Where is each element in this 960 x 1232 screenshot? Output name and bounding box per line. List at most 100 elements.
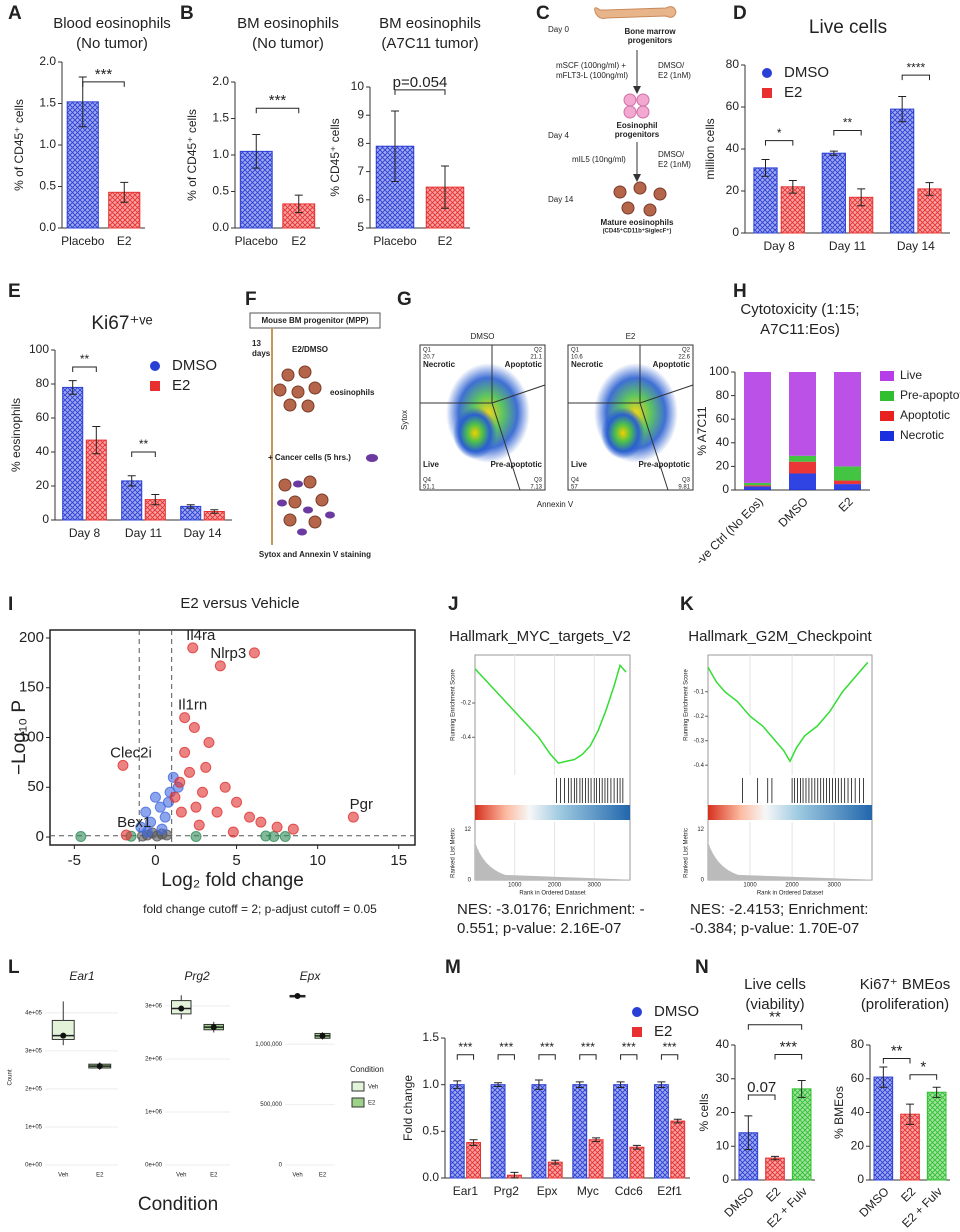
x-tick-label: DMSO [856,1184,891,1219]
bar-segment [789,372,816,456]
x-tick-label: E2 [438,234,453,248]
plot-frame [474,654,631,881]
x-tick-label: Day 14 [897,239,935,253]
panel-label: D [733,3,747,24]
bracket [579,1054,597,1060]
bone-icon [594,6,677,19]
step-label: + Cancer cells (5 hrs.) [268,453,351,462]
y-tick-label: 40 [716,1037,730,1051]
quadrant-value: 20.7 [423,355,435,361]
treatment-label: E2 (1nM) [658,160,691,169]
legend-label: DMSO [784,64,829,81]
x-tick-label: 2000 [785,883,799,889]
annotation: *** [622,1040,636,1054]
x-tick-label: Veh [176,1173,186,1179]
panel-label: J [448,594,459,615]
x-tick-label: E2 [763,1184,784,1205]
x-tick-label: 2000 [548,883,562,889]
axis-label: Count [8,1069,14,1085]
x-tick-label: Day 14 [183,526,221,540]
point [200,761,212,773]
y-tick-label: -0.3 [694,738,705,744]
box [249,312,381,329]
error-bar [186,504,195,509]
heat-strip [475,805,630,820]
treatment-label: E2 (1nM) [658,71,691,80]
bar [653,1084,669,1179]
x-tick-label: 1000 [508,883,522,889]
y-tick-label: 0.5 [39,179,56,193]
point [248,647,260,659]
point [156,823,168,835]
point [287,823,299,835]
y-tick-label: 500,000 [260,1102,282,1108]
bar-segment [834,372,861,467]
y-tick-label: 40 [851,1105,865,1119]
panel-label: N [695,957,709,978]
bar-segment [789,461,816,474]
box-title: Prg2 [184,969,210,983]
annotation: *** [499,1040,513,1054]
x-tick-label: -5 [68,852,81,869]
axis-label: Ranked List Metric [684,828,690,878]
bar [449,1084,465,1179]
annotation: *** [540,1040,554,1054]
error-bar [510,1171,519,1179]
step-label: Bone marrow [624,27,676,36]
y-tick-label: 100 [709,364,729,378]
step-label: Eosinophil [617,121,658,130]
chart-title: (proliferation) [861,996,949,1013]
error-bar [673,1118,682,1124]
y-tick-label: 1.5 [422,1030,439,1044]
y-tick-label: 0e+00 [145,1163,163,1169]
point [75,831,87,843]
axis-label: Annexin V [537,500,574,509]
quadrant-label: Pre-apoptotic [490,460,542,469]
point-label: Bex1 [117,814,151,831]
error-bar [127,475,136,487]
annotation: * [777,126,782,140]
media-label: mIL5 (10ng/ml) [572,155,626,164]
y-tick-label: 0 [722,1172,729,1186]
bracket [901,74,930,81]
error-bar [592,1137,601,1143]
panel-label: A [8,3,22,24]
bar [490,1084,506,1179]
annotation: *** [95,66,113,83]
point-label: Clec2i [110,744,152,761]
point [227,826,239,838]
error-bar [616,1081,625,1088]
note: fold change cutoff = 2; p-adjust cutoff … [143,902,377,916]
axis-label: % eosinophils [9,398,23,472]
error-bar [829,150,838,156]
error-bar [771,1155,779,1161]
day-label: Day 14 [548,195,574,204]
y-tick-label: 0 [42,512,49,526]
bracket [131,451,156,457]
y-tick-label: 2e+06 [145,1057,163,1063]
bracket [620,1054,638,1060]
note: -0.384; p-value: 1.70E-07 [690,920,859,937]
metric-area [475,841,630,880]
x-tick-label: E2 [96,1173,104,1179]
point [190,831,202,843]
plot-bg [45,990,118,1165]
step-label: Sytox and Annexin V staining [259,550,371,559]
axis-label: % of CD45⁺ cells [12,99,26,191]
quadrant-id: Q4 [571,478,580,484]
y-tick-label: 60 [716,411,730,425]
y-tick-label: 60 [726,99,740,113]
point [214,660,226,672]
point [149,791,161,803]
quadrant-id: Q2 [534,348,543,354]
error-bar [761,159,770,177]
days-label: 13 [252,339,261,348]
step-label: progenitors [628,36,673,45]
bar [890,108,915,234]
error-bar [534,1079,543,1090]
annotation: ** [891,1042,903,1059]
point [193,819,205,831]
bar [926,1091,947,1181]
bracket [538,1054,556,1060]
